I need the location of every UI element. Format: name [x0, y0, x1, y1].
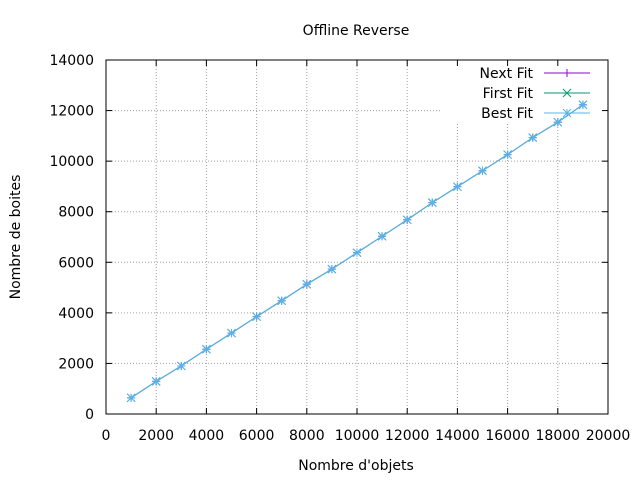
- data-point: [277, 296, 287, 306]
- y-tick-label: 8000: [58, 205, 94, 221]
- x-tick-label: 14000: [435, 428, 480, 444]
- x-tick-label: 20000: [586, 428, 631, 444]
- x-tick-label: 0: [102, 428, 111, 444]
- legend-label: First Fit: [483, 86, 534, 102]
- data-point: [427, 198, 437, 207]
- y-tick-label: 2000: [58, 356, 94, 372]
- data-point: [176, 361, 186, 371]
- y-tick-label: 4000: [58, 306, 94, 322]
- data-point: [151, 377, 161, 386]
- data-point: [528, 133, 538, 142]
- data-point: [402, 215, 412, 225]
- data-point: [327, 264, 337, 274]
- data-point: [227, 328, 236, 338]
- y-axis-label: Nombre de boites: [8, 175, 24, 300]
- data-point: [252, 312, 261, 322]
- legend-marker: [563, 69, 571, 77]
- data-point: [352, 248, 362, 258]
- x-tick-label: 12000: [385, 428, 430, 444]
- data-point: [553, 117, 563, 127]
- legend-marker: [562, 108, 572, 118]
- data-point: [302, 279, 312, 289]
- data-point: [202, 344, 211, 354]
- series-group: [126, 100, 588, 403]
- axis-ticks: 0 2000 4000 6000 8000 10000 12000 14000 16000 180…: [49, 53, 630, 444]
- legend: Next Fit First Fit Best Fit: [480, 66, 590, 122]
- y-tick-label: 12000: [49, 104, 94, 120]
- data-point: [478, 166, 487, 176]
- grid: [106, 60, 608, 414]
- x-tick-label: 16000: [485, 428, 530, 444]
- x-tick-label: 4000: [189, 428, 225, 444]
- x-tick-label: 6000: [239, 428, 275, 444]
- legend-marker: [562, 88, 572, 98]
- data-point: [503, 150, 512, 159]
- y-tick-label: 10000: [49, 154, 94, 170]
- legend-label: Best Fit: [481, 106, 533, 122]
- x-tick-label: 8000: [289, 428, 325, 444]
- x-tick-label: 2000: [138, 428, 174, 444]
- legend-label: Next Fit: [480, 66, 534, 82]
- data-point: [578, 100, 588, 110]
- chart-title: Offline Reverse: [303, 23, 410, 39]
- x-axis-label: Nombre d'objets: [298, 458, 414, 474]
- data-point: [377, 231, 387, 241]
- y-tick-label: 0: [85, 407, 94, 423]
- y-tick-label: 6000: [58, 255, 94, 271]
- data-point: [126, 393, 136, 403]
- x-tick-label: 18000: [536, 428, 581, 444]
- data-point: [453, 182, 462, 192]
- series-best-fit: [126, 100, 588, 403]
- x-tick-label: 10000: [335, 428, 380, 444]
- y-tick-label: 14000: [49, 53, 94, 69]
